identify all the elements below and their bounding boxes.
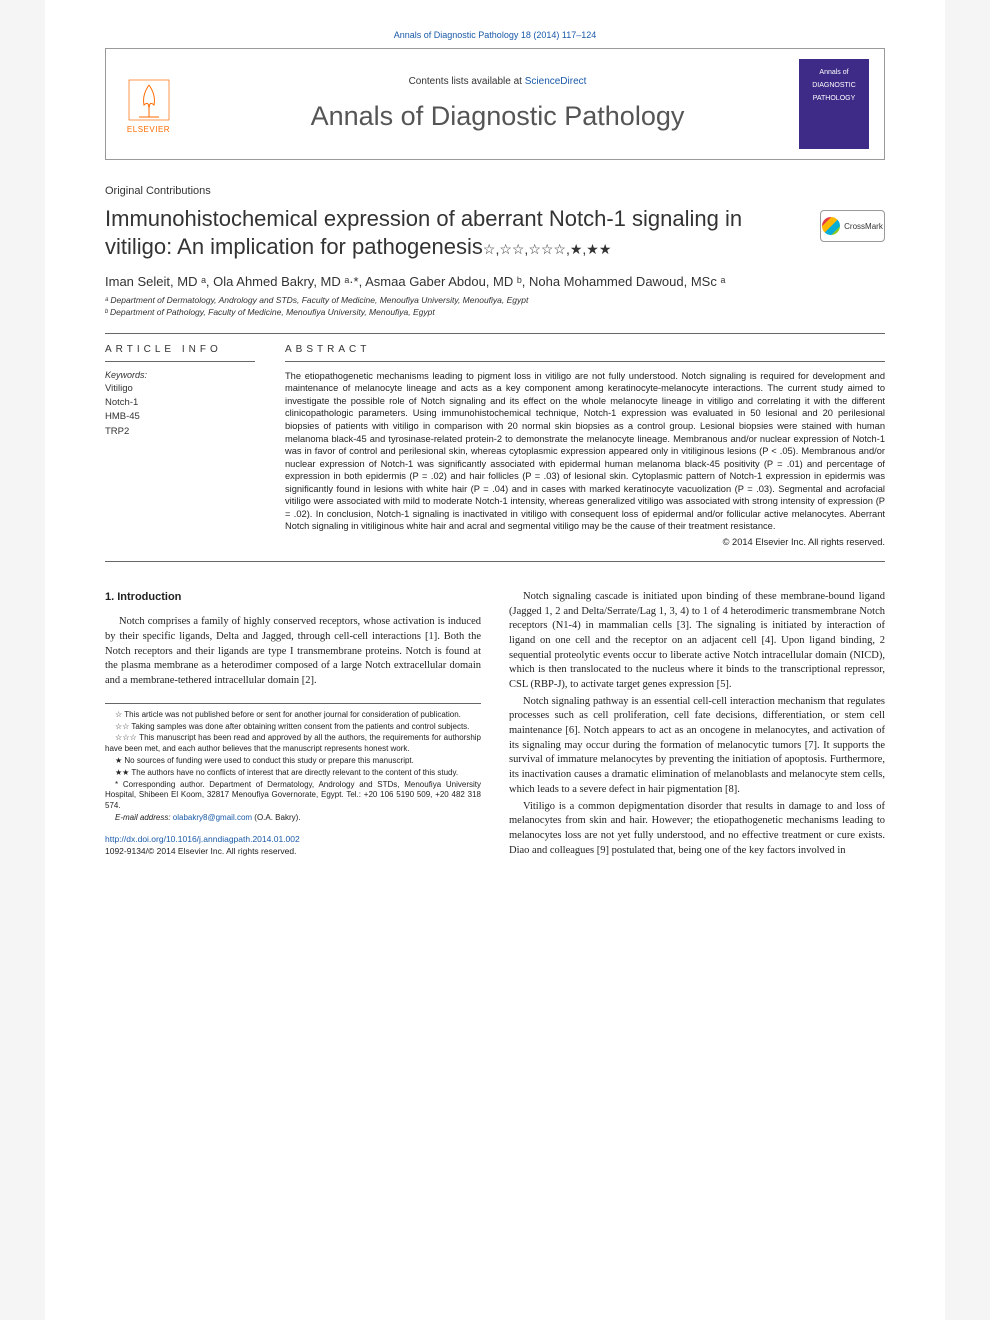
affiliation-a: ᵃ Department of Dermatology, Andrology a… <box>105 295 885 307</box>
journal-citation[interactable]: Annals of Diagnostic Pathology 18 (2014)… <box>105 30 885 40</box>
abstract-column: ABSTRACT The etiopathogenetic mechanisms… <box>285 344 885 547</box>
contents-line: Contents lists available at ScienceDirec… <box>196 76 799 87</box>
right-column: Notch signaling cascade is initiated upo… <box>509 590 885 860</box>
footnote-5: ★★ The authors have no conflicts of inte… <box>105 768 481 779</box>
email-link[interactable]: olabakry8@gmail.com <box>173 813 252 822</box>
journal-name: Annals of Diagnostic Pathology <box>196 101 799 132</box>
keyword-1: Vitiligo <box>105 382 255 396</box>
body-columns: 1. Introduction Notch comprises a family… <box>105 590 885 860</box>
page: Annals of Diagnostic Pathology 18 (2014)… <box>45 0 945 1320</box>
doi-link[interactable]: http://dx.doi.org/10.1016/j.anndiagpath.… <box>105 834 300 844</box>
footnote-corr: * Corresponding author. Department of De… <box>105 780 481 812</box>
cover-text2: DIAGNOSTIC <box>803 82 865 89</box>
journal-header: ELSEVIER Contents lists available at Sci… <box>105 48 885 160</box>
footnote-3: ☆☆☆ This manuscript has been read and ap… <box>105 733 481 755</box>
left-p1: Notch comprises a family of highly conse… <box>105 615 481 688</box>
crossmark-icon <box>822 217 840 235</box>
footnote-4: ★ No sources of funding were used to con… <box>105 756 481 767</box>
keywords-label: Keywords: <box>105 370 255 380</box>
keywords-list: Vitiligo Notch-1 HMB-45 TRP2 <box>105 382 255 439</box>
right-p1: Notch signaling cascade is initiated upo… <box>509 590 885 693</box>
keyword-4: TRP2 <box>105 425 255 439</box>
footnote-2: ☆☆ Taking samples was done after obtaini… <box>105 722 481 733</box>
footnote-email: E-mail address: olabakry8@gmail.com (O.A… <box>105 813 481 824</box>
title-marks: ☆,☆☆,☆☆☆,★,★★ <box>483 241 612 257</box>
cover-text1: Annals of <box>803 69 865 76</box>
footnote-1: ☆ This article was not published before … <box>105 710 481 721</box>
affiliations: ᵃ Department of Dermatology, Andrology a… <box>105 295 885 319</box>
footnotes: ☆ This article was not published before … <box>105 703 481 824</box>
affiliation-b: ᵇ Department of Pathology, Faculty of Me… <box>105 307 885 319</box>
sciencedirect-link[interactable]: ScienceDirect <box>525 76 587 87</box>
elsevier-logo[interactable]: ELSEVIER <box>121 72 176 137</box>
left-column: 1. Introduction Notch comprises a family… <box>105 590 481 860</box>
intro-heading: 1. Introduction <box>105 590 481 605</box>
elsevier-text: ELSEVIER <box>127 125 170 134</box>
article-title: Immunohistochemical expression of aberra… <box>105 205 805 260</box>
issn-line: 1092-9134/© 2014 Elsevier Inc. All right… <box>105 846 296 856</box>
keyword-2: Notch-1 <box>105 396 255 410</box>
journal-cover-thumb[interactable]: Annals of DIAGNOSTIC PATHOLOGY <box>799 59 869 149</box>
authors: Iman Seleit, MD ᵃ, Ola Ahmed Bakry, MD ᵃ… <box>105 274 885 289</box>
abstract-copyright: © 2014 Elsevier Inc. All rights reserved… <box>285 537 885 547</box>
email-suffix: (O.A. Bakry). <box>252 813 300 822</box>
title-row: Immunohistochemical expression of aberra… <box>105 205 885 260</box>
section-label: Original Contributions <box>105 185 885 197</box>
divider-top <box>105 333 885 334</box>
abstract-head: ABSTRACT <box>285 344 885 362</box>
title-text: Immunohistochemical expression of aberra… <box>105 206 742 259</box>
info-abstract-row: ARTICLE INFO Keywords: Vitiligo Notch-1 … <box>105 344 885 547</box>
right-p2: Notch signaling pathway is an essential … <box>509 695 885 798</box>
footer-links: http://dx.doi.org/10.1016/j.anndiagpath.… <box>105 834 481 858</box>
header-middle: Contents lists available at ScienceDirec… <box>196 76 799 132</box>
divider-bottom <box>105 561 885 562</box>
elsevier-tree-icon <box>124 75 174 125</box>
crossmark-badge[interactable]: CrossMark <box>820 210 885 242</box>
crossmark-label: CrossMark <box>844 222 883 231</box>
email-label: E-mail address: <box>115 813 173 822</box>
contents-prefix: Contents lists available at <box>409 76 525 87</box>
right-p3: Vitiligo is a common depigmentation diso… <box>509 800 885 859</box>
cover-text3: PATHOLOGY <box>803 95 865 102</box>
article-info-column: ARTICLE INFO Keywords: Vitiligo Notch-1 … <box>105 344 255 547</box>
keyword-3: HMB-45 <box>105 410 255 424</box>
abstract-text: The etiopathogenetic mechanisms leading … <box>285 370 885 533</box>
article-info-head: ARTICLE INFO <box>105 344 255 362</box>
